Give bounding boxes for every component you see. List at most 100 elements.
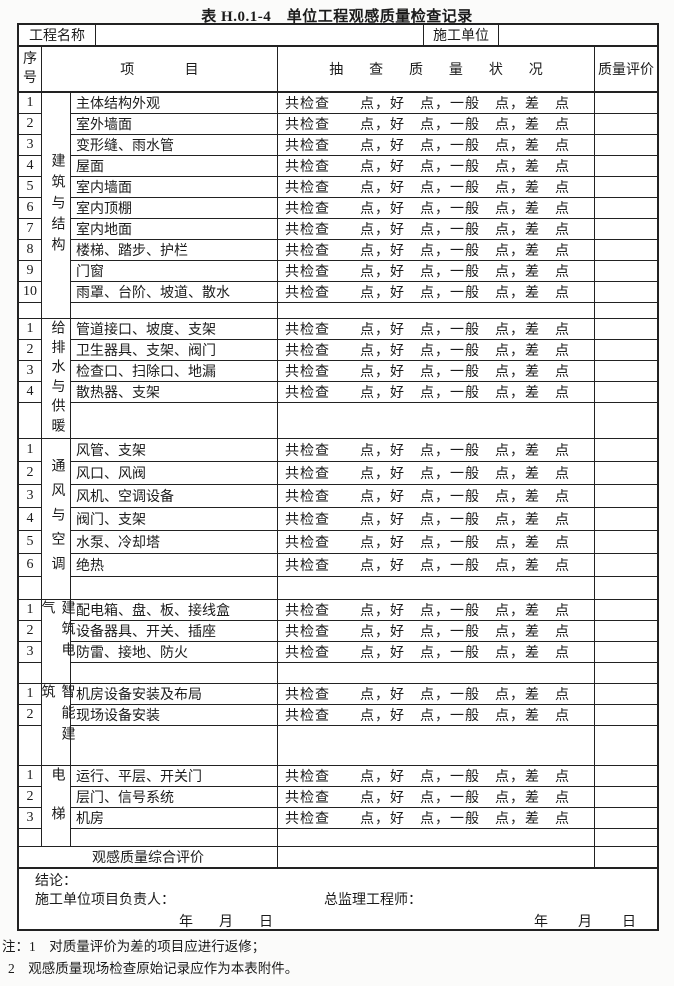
- col-header-eval: 质量评价: [598, 63, 654, 78]
- row-item-cell: 雨罩、台阶、坡道、散水: [71, 282, 278, 303]
- project-name-label: 工程名称: [19, 25, 96, 45]
- row-status-cell: 共检查 点，好 点，一般 点，差 点: [278, 177, 595, 198]
- row-status-cell: 共检查 点，好 点，一般 点，差 点: [278, 135, 595, 156]
- row-item-cell: 散热器、支架: [71, 382, 278, 403]
- col-header-item: 项目: [42, 47, 278, 91]
- conclusion-block: 结论： 施工单位项目负责人： 总监理工程师： 年 月 日 年 月 日: [19, 869, 657, 930]
- row-no-cell: 1: [19, 766, 42, 787]
- contractor-signature-label: 施工单位项目负责人：: [35, 893, 175, 908]
- empty-cell: [19, 577, 42, 599]
- row-status-cell: 共检查 点，好 点，一般 点，差 点: [278, 282, 595, 303]
- row-eval-cell: [595, 382, 657, 403]
- row-item-cell: 绝热: [71, 554, 278, 577]
- row-eval-cell: [595, 531, 657, 554]
- row-status-cell: 共检查 点，好 点，一般 点，差 点: [278, 554, 595, 577]
- row-status-cell: 共检查 点，好 点，一般 点，差 点: [278, 531, 595, 554]
- category-column-spacer: [42, 303, 71, 318]
- row-eval-cell: [595, 361, 657, 382]
- row-no-cell: 6: [19, 554, 42, 577]
- row-item-cell: 风管、支架: [71, 439, 278, 462]
- empty-cell: [595, 577, 657, 599]
- row-no-cell: 3: [19, 135, 42, 156]
- row-eval-cell: [595, 156, 657, 177]
- row-eval-cell: [595, 808, 657, 829]
- row-no-cell: 4: [19, 508, 42, 531]
- table-row: 1 机房设备安装及布局 共检查 点，好 点，一般 点，差 点: [19, 684, 657, 705]
- row-item-cell: 楼梯、踏步、护栏: [71, 240, 278, 261]
- empty-cell: [278, 663, 595, 683]
- row-item-cell: 机房: [71, 808, 278, 829]
- row-status-cell: 共检查 点，好 点，一般 点，差 点: [278, 156, 595, 177]
- table-row: 3 风机、空调设备 共检查 点，好 点，一般 点，差 点: [19, 485, 657, 508]
- summary-eval-cell: [595, 847, 657, 867]
- inspection-form-table: 工程名称 施工单位 序号 项目 抽查质量状况 质量评价 1 主体结构外观 共检查 点…: [17, 23, 659, 931]
- row-no-cell: 2: [19, 621, 42, 642]
- row-status-cell: 共检查 点，好 点，一般 点，差 点: [278, 93, 595, 114]
- row-eval-cell: [595, 261, 657, 282]
- col-header-status: 抽查质量状况: [278, 47, 595, 91]
- row-item-cell: 风机、空调设备: [71, 485, 278, 508]
- row-eval-cell: [595, 600, 657, 621]
- category-column-spacer: [42, 219, 71, 240]
- table-row: 7 室内地面 共检查 点，好 点，一般 点，差 点: [19, 219, 657, 240]
- empty-row: [19, 403, 657, 438]
- row-eval-cell: [595, 340, 657, 361]
- table-row: 6 绝热 共检查 点，好 点，一般 点，差 点: [19, 554, 657, 577]
- row-eval-cell: [595, 766, 657, 787]
- empty-row: [19, 829, 657, 846]
- empty-cell: [595, 829, 657, 846]
- category-column-spacer: [42, 621, 71, 642]
- empty-cell: [278, 829, 595, 846]
- row-no-cell: 2: [19, 114, 42, 135]
- table-row: 4 屋面 共检查 点，好 点，一般 点，差 点: [19, 156, 657, 177]
- row-item-cell: 机房设备安装及布局: [71, 684, 278, 705]
- row-eval-cell: [595, 642, 657, 663]
- empty-cell: [595, 303, 657, 318]
- notes: 注：1 对质量评价为差的项目应进行返修； 2 观感质量现场检查原始记录应作为本表…: [0, 936, 674, 980]
- row-item-cell: 管道接口、坡度、支架: [71, 319, 278, 340]
- row-eval-cell: [595, 621, 657, 642]
- note-line-2: 2 观感质量现场检查原始记录应作为本表附件。: [8, 961, 299, 976]
- row-status-cell: 共检查 点，好 点，一般 点，差 点: [278, 485, 595, 508]
- row-status-cell: 共检查 点，好 点，一般 点，差 点: [278, 621, 595, 642]
- col-header-no-text: 序号: [23, 52, 37, 86]
- category-column-spacer: [42, 726, 71, 765]
- row-no-cell: 3: [19, 485, 42, 508]
- row-no-cell: 2: [19, 705, 42, 726]
- note-line-1: 注：1 对质量评价为差的项目应进行返修；: [2, 939, 266, 954]
- row-no-cell: 5: [19, 531, 42, 554]
- row-status-cell: 共检查 点，好 点，一般 点，差 点: [278, 261, 595, 282]
- row-eval-cell: [595, 705, 657, 726]
- empty-cell: [71, 726, 278, 765]
- table-row: 2 层门、信号系统 共检查 点，好 点，一般 点，差 点: [19, 787, 657, 808]
- category-column-spacer: [42, 642, 71, 663]
- row-eval-cell: [595, 485, 657, 508]
- empty-cell: [19, 829, 42, 846]
- date-line: 年 月 日 年 月 日: [19, 910, 657, 930]
- category-column-spacer: [42, 198, 71, 219]
- category-column-spacer: [42, 508, 71, 531]
- row-eval-cell: [595, 93, 657, 114]
- table-row: 5 室内墙面 共检查 点，好 点，一般 点，差 点: [19, 177, 657, 198]
- row-status-cell: 共检查 点，好 点，一般 点，差 点: [278, 382, 595, 403]
- row-status-cell: 共检查 点，好 点，一般 点，差 点: [278, 240, 595, 261]
- empty-cell: [278, 403, 595, 438]
- category-column-spacer: [42, 787, 71, 808]
- category-column-spacer: [42, 462, 71, 485]
- table-row: 1 配电箱、盘、板、接线盒 共检查 点，好 点，一般 点，差 点: [19, 600, 657, 621]
- empty-cell: [278, 303, 595, 318]
- col-header-no: 序号: [19, 47, 42, 91]
- category-column-spacer: [42, 554, 71, 577]
- table-row: 1 运行、平层、开关门 共检查 点，好 点，一般 点，差 点: [19, 766, 657, 787]
- row-eval-cell: [595, 319, 657, 340]
- row-no-cell: 8: [19, 240, 42, 261]
- row-no-cell: 7: [19, 219, 42, 240]
- empty-cell: [278, 577, 595, 599]
- row-eval-cell: [595, 787, 657, 808]
- category-column-spacer: [42, 282, 71, 303]
- table-row: 1 主体结构外观 共检查 点，好 点，一般 点，差 点: [19, 93, 657, 114]
- row-status-cell: 共检查 点，好 点，一般 点，差 点: [278, 219, 595, 240]
- row-eval-cell: [595, 554, 657, 577]
- row-no-cell: 2: [19, 340, 42, 361]
- row-status-cell: 共检查 点，好 点，一般 点，差 点: [278, 319, 595, 340]
